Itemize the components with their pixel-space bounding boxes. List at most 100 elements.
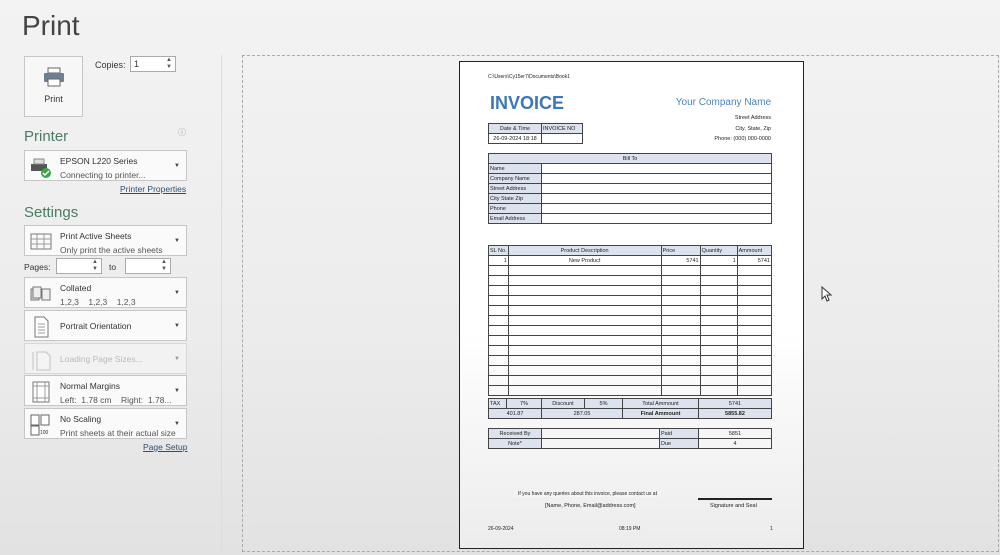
collated-icon	[30, 286, 51, 301]
product-row	[488, 325, 773, 336]
portrait-page-icon	[34, 316, 49, 338]
street-address: Street Address	[734, 115, 771, 121]
scaling-subtitle: Print sheets at their actual size	[60, 428, 176, 438]
page-size-select[interactable]: Loading Page Sizes... ▼	[24, 343, 187, 374]
product-cell	[507, 315, 662, 326]
panel-divider	[221, 55, 222, 550]
bill-to-row: Street Address	[488, 183, 772, 194]
product-cell	[660, 305, 701, 316]
product-row	[488, 265, 773, 276]
product-table: SL No. Product Description Price Quantit…	[488, 245, 773, 396]
product-cell	[507, 325, 662, 336]
orientation-select[interactable]: Portrait Orientation ▼	[24, 310, 187, 341]
page-setup-link[interactable]: Page Setup	[143, 442, 188, 452]
bill-to-row: Phone	[488, 203, 772, 214]
printer-name: EPSON L220 Series	[60, 156, 138, 166]
margins-subtitle: Left: 1.78 cm Right: 1.78...	[60, 395, 172, 405]
page-size-title: Loading Page Sizes...	[60, 354, 143, 364]
product-row: 1 New Product 5741 1 5741	[488, 255, 773, 266]
product-cell	[736, 365, 773, 376]
product-cell	[699, 375, 738, 386]
paid-label: Paid	[659, 428, 699, 439]
date-header: Date & Time	[488, 123, 542, 134]
col-header: Product Description	[507, 245, 662, 256]
invoice-no-value	[541, 133, 583, 144]
discount-label: Discount	[541, 398, 585, 409]
info-icon[interactable]: ⓘ	[178, 128, 186, 137]
signature-label: Signature and Seal	[710, 503, 757, 509]
city-state-zip: City, State, Zip	[735, 126, 771, 132]
copies-input[interactable]: 1 ▲ ▼	[130, 56, 176, 72]
spin-arrows-icon[interactable]: ▲ ▼	[166, 57, 172, 70]
final-value: 5855.82	[698, 408, 772, 419]
bill-to-row: City State Zip	[488, 193, 772, 204]
printer-select[interactable]: EPSON L220 Series Connecting to printer.…	[24, 150, 187, 181]
margins-select[interactable]: Normal Margins Left: 1.78 cm Right: 1.78…	[24, 375, 187, 406]
received-by-label: Received By	[488, 428, 542, 439]
product-cell	[507, 305, 662, 316]
product-row	[488, 305, 773, 316]
product-cell	[699, 315, 738, 326]
product-cell	[736, 315, 773, 326]
chevron-down-icon: ▼	[174, 355, 180, 362]
product-cell	[488, 295, 509, 306]
product-cell	[660, 275, 701, 286]
product-cell	[507, 275, 662, 286]
bill-to-row: Company Name	[488, 173, 772, 184]
chevron-down-icon: ▼	[174, 162, 180, 169]
printer-status-icon	[31, 158, 51, 178]
print-what-select[interactable]: Print Active Sheets Only print the activ…	[24, 225, 187, 256]
sheets-icon	[30, 233, 52, 250]
invoice-title: INVOICE	[490, 93, 565, 113]
product-row	[488, 285, 773, 296]
collation-select[interactable]: Collated 1,2,3 1,2,3 1,2,3 ▼	[24, 277, 187, 308]
product-cell	[660, 375, 701, 386]
file-path: C:\Users\Cy15er7\Documents\Book1	[488, 74, 570, 80]
product-cell	[736, 285, 773, 296]
bill-field-label: Company Name	[488, 173, 542, 184]
totals-table: TAX 7% Discount 5% Total Ammount 5741 40…	[488, 398, 772, 419]
to-label: to	[109, 262, 117, 272]
product-cell	[736, 385, 773, 396]
payment-table: Received By Paid 5851 Note* Due 4	[488, 428, 772, 449]
product-cell	[507, 385, 662, 396]
print-button[interactable]: Print	[24, 56, 83, 117]
product-row	[488, 365, 773, 376]
chevron-down-icon: ▼	[174, 289, 180, 296]
bill-field-value	[541, 173, 772, 184]
scaling-icon: 100	[30, 414, 50, 436]
product-cell	[507, 285, 662, 296]
printer-properties-link[interactable]: Printer Properties	[120, 184, 187, 194]
product-row	[488, 275, 773, 286]
bill-field-value	[541, 163, 772, 174]
product-cell	[736, 305, 773, 316]
product-cell	[699, 365, 738, 376]
contact-detail: [Name, Phone, Email@address.com]	[545, 503, 636, 509]
due-label: Due	[659, 438, 699, 449]
total-label: Total Ammount	[622, 398, 699, 409]
tax-rate: 7%	[506, 398, 542, 409]
pages-to-input[interactable]: ▲ ▼	[125, 258, 171, 274]
bill-to-row: Name	[488, 163, 772, 174]
spin-arrows-icon[interactable]: ▲ ▼	[92, 259, 98, 272]
bill-field-label: Email Address	[488, 213, 542, 224]
product-cell	[736, 345, 773, 356]
product-cell	[488, 285, 509, 296]
contact-line: If you have any queries about this invoi…	[514, 491, 661, 497]
product-cell	[507, 365, 662, 376]
product-cell	[699, 355, 738, 366]
product-cell	[660, 335, 701, 346]
product-cell	[507, 345, 662, 356]
product-cell	[488, 265, 509, 276]
product-cell	[736, 295, 773, 306]
phone: Phone: (000) 000-0000	[714, 136, 771, 142]
scaling-select[interactable]: 100 No Scaling Print sheets at their act…	[24, 408, 187, 439]
bill-to-row: Email Address	[488, 213, 772, 224]
note-label: Note*	[488, 438, 542, 449]
pages-label: Pages:	[24, 262, 51, 272]
received-by-value	[541, 428, 660, 439]
product-cell	[660, 285, 701, 296]
pages-from-input[interactable]: ▲ ▼	[56, 258, 102, 274]
spin-arrows-icon[interactable]: ▲ ▼	[161, 259, 167, 272]
chevron-down-icon: ▼	[174, 322, 180, 329]
